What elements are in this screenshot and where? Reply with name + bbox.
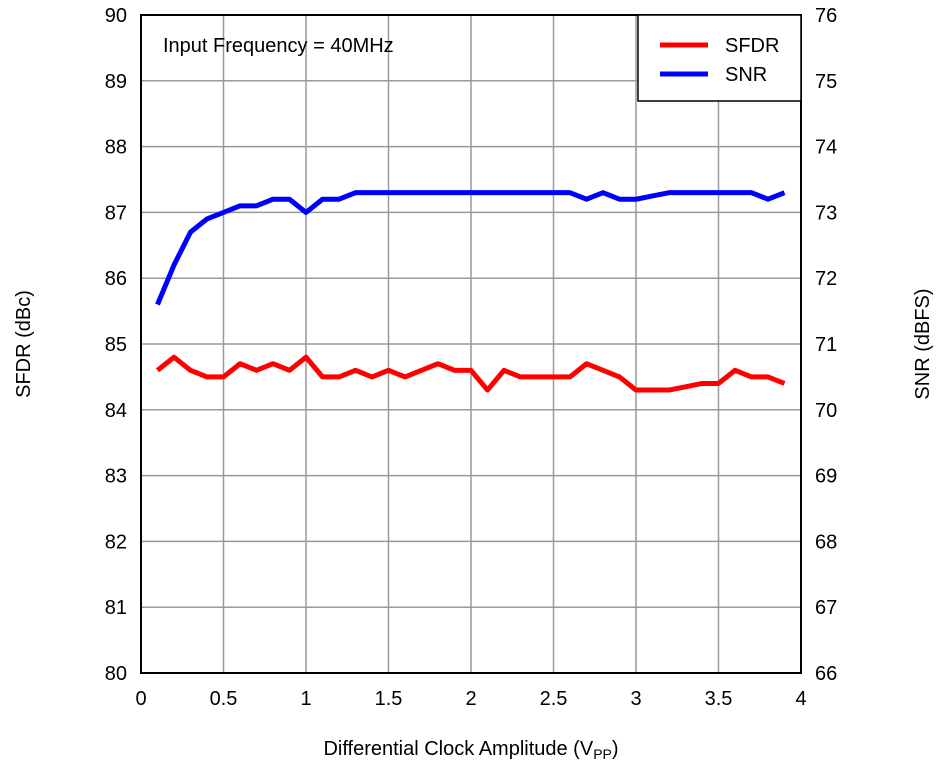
y2-axis-label: SNR (dBFS) (912, 288, 934, 399)
x-tick-label: 1 (300, 688, 311, 710)
x-tick-label: 3 (630, 688, 641, 710)
x-axis-label: Differential Clock Amplitude (VPP) (323, 738, 618, 762)
y-tick-label: 83 (105, 466, 127, 488)
y-tick-label: 81 (105, 597, 127, 619)
x-tick-label: 0 (135, 688, 146, 710)
y2-tick-label: 72 (815, 268, 837, 290)
x-tick-label: 2.5 (540, 688, 568, 710)
y2-tick-label: 68 (815, 531, 837, 553)
x-tick-label: 2 (465, 688, 476, 710)
plot-frame (140, 14, 802, 674)
y2-tick-label: 76 (815, 5, 837, 27)
y-tick-label: 85 (105, 334, 127, 356)
y-tick-label: 86 (105, 268, 127, 290)
y2-tick-label: 74 (815, 137, 837, 159)
series-line-sfdr (155, 354, 786, 393)
y2-tick-label: 70 (815, 400, 837, 422)
y-tick-label: 89 (105, 71, 127, 93)
x-tick-label: 4 (795, 688, 806, 710)
x-axis-label-main: Differential Clock Amplitude (V (323, 738, 593, 760)
series-line-snr (155, 190, 786, 306)
y2-tick-labels: 66 67 68 69 70 71 72 73 74 75 76 (815, 5, 837, 685)
legend-box (637, 14, 802, 102)
y-tick-label: 80 (105, 663, 127, 685)
y-axis-label: SFDR (dBc) (13, 290, 35, 398)
y-tick-label: 87 (105, 202, 127, 224)
y-tick-label: 84 (105, 400, 127, 422)
y-tick-label: 88 (105, 137, 127, 159)
x-axis-label-sub: PP (593, 746, 612, 762)
y2-tick-label: 66 (815, 663, 837, 685)
legend-label-snr: SNR (725, 64, 767, 86)
annotation: Input Frequency = 40MHz (163, 35, 394, 57)
y2-tick-label: 69 (815, 466, 837, 488)
series-lines (155, 190, 786, 393)
x-tick-label: 1.5 (375, 688, 403, 710)
y2-tick-label: 71 (815, 334, 837, 356)
y2-tick-label: 73 (815, 202, 837, 224)
x-axis-label-end: ) (612, 738, 619, 760)
x-tick-label: 0.5 (210, 688, 238, 710)
x-tick-labels: 0 0.5 1 1.5 2 2.5 3 3.5 4 (135, 688, 806, 710)
grid (140, 14, 802, 674)
y2-tick-label: 67 (815, 597, 837, 619)
legend-label-sfdr: SFDR (725, 35, 779, 57)
y-tick-label: 82 (105, 531, 127, 553)
y2-tick-label: 75 (815, 71, 837, 93)
x-tick-label: 3.5 (705, 688, 733, 710)
legend: SFDR SNR (637, 14, 802, 102)
y-tick-labels: 80 81 82 83 84 85 86 87 88 89 90 (105, 5, 127, 685)
y-tick-label: 90 (105, 5, 127, 27)
